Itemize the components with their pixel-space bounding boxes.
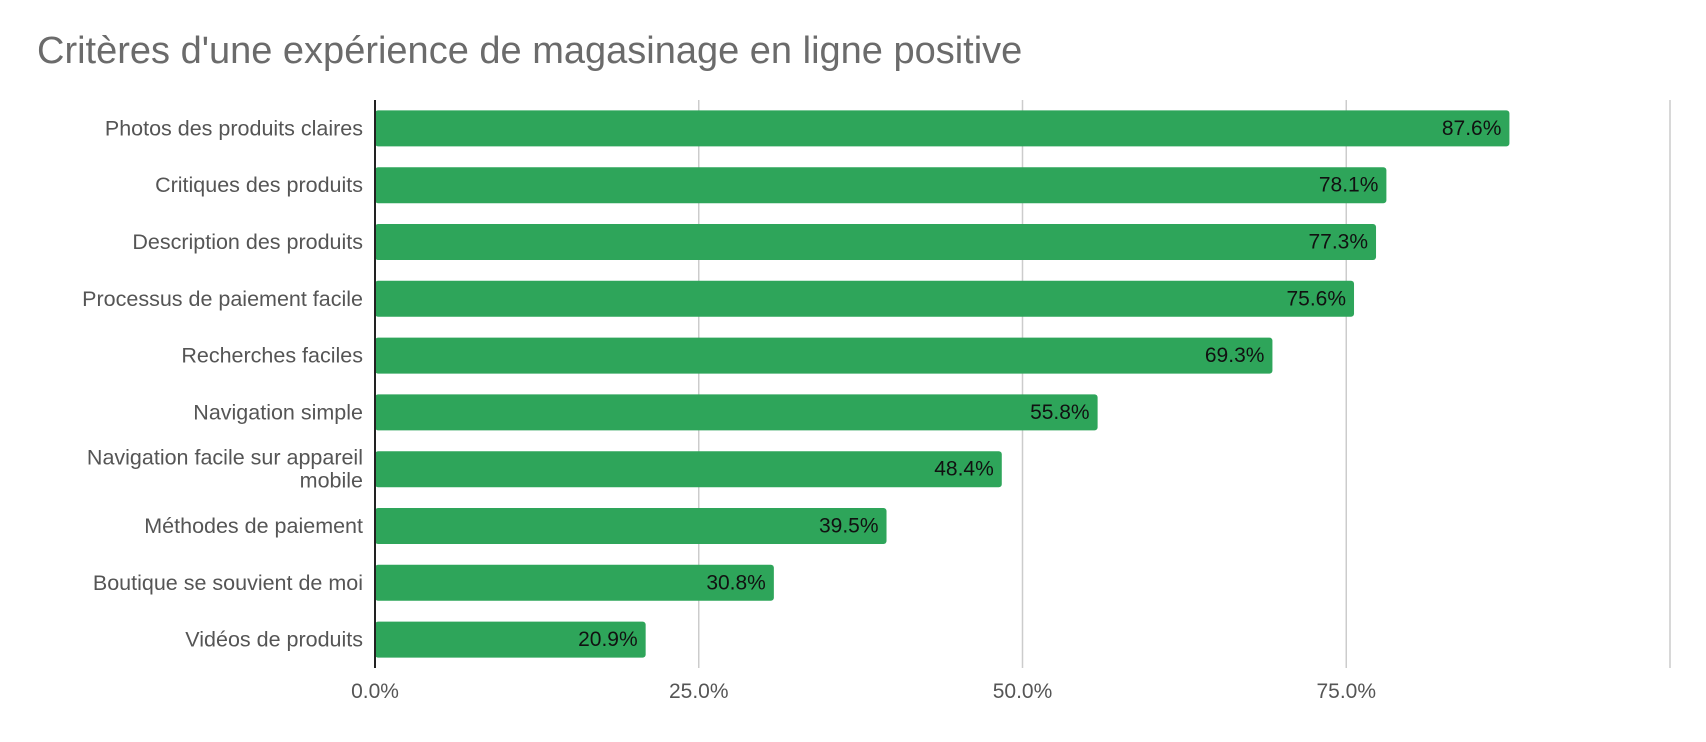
bar bbox=[375, 508, 887, 544]
x-tick-label: 25.0% bbox=[669, 680, 729, 703]
x-tick-label: 50.0% bbox=[993, 680, 1053, 703]
bar bbox=[375, 280, 1355, 317]
category-label-line: Description des produits bbox=[132, 230, 363, 254]
value-label: 87.6% bbox=[1442, 117, 1502, 140]
value-label: 69.3% bbox=[1205, 344, 1265, 367]
category-label: Critiques des produits bbox=[155, 173, 363, 197]
category-label: Description des produits bbox=[132, 230, 363, 254]
category-label: Vidéos de produits bbox=[185, 628, 363, 652]
bar bbox=[375, 167, 1387, 204]
value-label: 20.9% bbox=[578, 628, 638, 651]
category-label-line: Méthodes de paiement bbox=[144, 514, 363, 538]
value-label: 39.5% bbox=[819, 515, 879, 538]
category-label: Boutique se souvient de moi bbox=[93, 571, 363, 595]
category-label: Navigation simple bbox=[193, 400, 363, 424]
bar bbox=[375, 394, 1098, 431]
bar bbox=[375, 621, 646, 658]
category-label-line: Critiques des produits bbox=[155, 173, 363, 197]
value-label: 55.8% bbox=[1030, 401, 1090, 424]
category-labels: Photos des produits claires Critiques des… bbox=[82, 116, 363, 651]
category-label: Navigation facile sur appareil mobile bbox=[87, 446, 363, 493]
category-label: Recherches faciles bbox=[181, 344, 363, 368]
category-label: Processus de paiement facile bbox=[82, 287, 363, 311]
chart-title: Critères d'une expérience de magasinage … bbox=[37, 30, 1023, 72]
value-label: 77.3% bbox=[1308, 231, 1368, 254]
category-label-line: Processus de paiement facile bbox=[82, 287, 363, 311]
x-tick-label: 0.0% bbox=[351, 680, 399, 703]
value-label: 30.8% bbox=[706, 571, 766, 594]
bar bbox=[375, 337, 1273, 374]
category-label-line: mobile bbox=[300, 469, 363, 493]
x-axis-ticks: 0.0% 25.0% 50.0% 75.0% bbox=[351, 680, 1376, 703]
category-label-line: Photos des produits claires bbox=[105, 116, 363, 140]
bar bbox=[375, 110, 1510, 147]
bar bbox=[375, 451, 1002, 488]
category-label-line: Navigation simple bbox=[193, 400, 363, 424]
value-label: 48.4% bbox=[934, 458, 994, 481]
value-label: 78.1% bbox=[1319, 174, 1379, 197]
category-label: Photos des produits claires bbox=[105, 116, 363, 140]
value-labels: 87.6% 78.1% 77.3% 75.6% 69.3% 55.8% 48.4% 39.5%… bbox=[578, 117, 1501, 651]
category-label-line: Vidéos de produits bbox=[185, 628, 363, 652]
category-label-line: Recherches faciles bbox=[181, 344, 363, 368]
value-label: 75.6% bbox=[1286, 287, 1346, 310]
category-label: Méthodes de paiement bbox=[144, 514, 363, 538]
bar bbox=[375, 564, 774, 601]
x-tick-label: 75.0% bbox=[1316, 680, 1376, 703]
bars bbox=[375, 110, 1510, 658]
category-label-line: Boutique se souvient de moi bbox=[93, 571, 363, 595]
category-label-line: Navigation facile sur appareil bbox=[87, 446, 363, 470]
bar bbox=[375, 224, 1377, 260]
